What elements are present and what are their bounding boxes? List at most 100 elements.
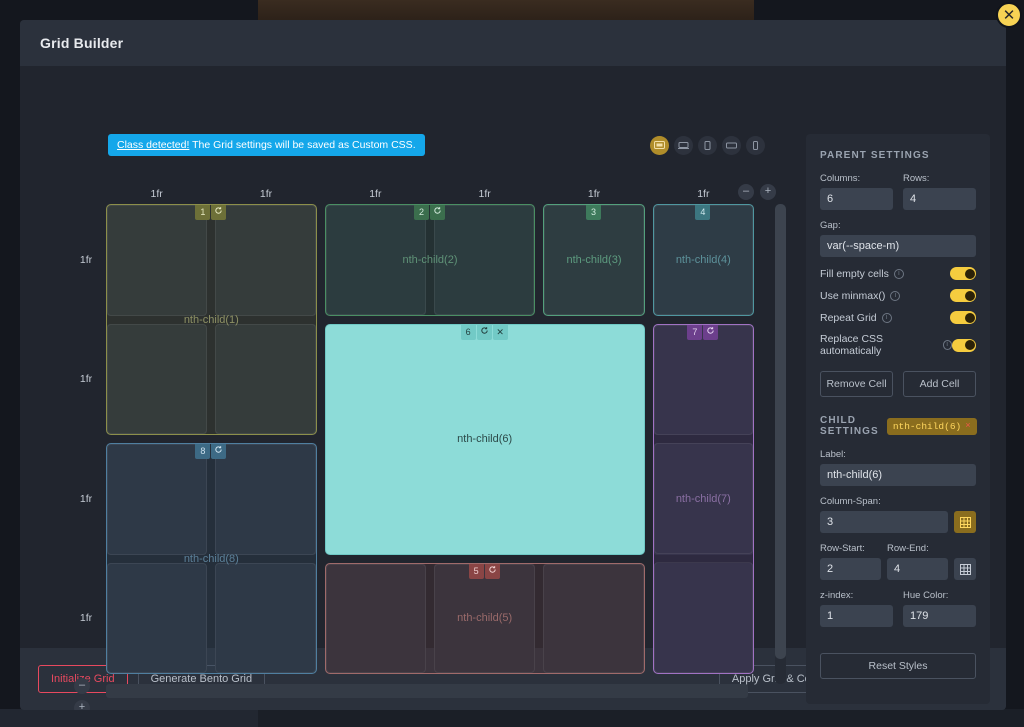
selected-child-chip[interactable]: nth-child(6) ×	[886, 417, 977, 435]
laptop-icon[interactable]	[674, 136, 693, 155]
row-range-grid-picker-icon[interactable]	[954, 558, 976, 580]
info-icon[interactable]: i	[942, 340, 952, 350]
hue-color-input[interactable]	[903, 605, 976, 627]
reset-styles-button[interactable]: Reset Styles	[820, 653, 976, 679]
cell-action-buttons: Remove Cell Add Cell	[820, 371, 976, 397]
horizontal-scrollbar[interactable]	[106, 684, 748, 698]
zindex-input[interactable]	[820, 605, 893, 627]
cell-reset-icon[interactable]	[211, 205, 227, 220]
column-track-label: 1fr	[587, 188, 601, 200]
grid-cell-2[interactable]: 2 nth-child(2)	[324, 204, 536, 316]
empty-grid-cell[interactable]	[652, 323, 754, 435]
remove-cell-button[interactable]: Remove Cell	[820, 371, 893, 397]
columns-field-group: Columns:	[820, 173, 893, 210]
device-breakpoint-bar	[650, 136, 765, 155]
parent-toggles: Fill empty cells i Use minmax() i Repeat Gri…	[820, 267, 976, 357]
empty-grid-cell[interactable]	[543, 204, 645, 316]
grid-builder-modal: Grid Builder Class detected! The Grid se…	[20, 20, 1006, 710]
backdrop-bottom-left-strip	[0, 709, 258, 727]
close-icon[interactable]: ✕	[996, 2, 1022, 28]
vertical-scrollbar-thumb[interactable]	[775, 204, 786, 659]
gap-field-group: Gap:	[820, 220, 976, 257]
empty-grid-cell[interactable]	[543, 562, 645, 674]
row-end-input[interactable]	[887, 558, 948, 580]
cell-index-badge: 1	[195, 205, 211, 220]
zindex-hue-row: z-index: Hue Color:	[820, 590, 976, 627]
empty-grid-cell[interactable]	[215, 204, 317, 316]
column-span-grid-picker-icon[interactable]	[954, 511, 976, 533]
grid-cell-8[interactable]: 8 nth-child(8)	[106, 443, 317, 674]
empty-grid-cell[interactable]	[106, 443, 208, 555]
toggle-row: Replace CSS automatically i	[820, 333, 976, 357]
columns-input[interactable]	[820, 188, 893, 210]
cell-badge: 8	[195, 444, 227, 459]
toggle-switch[interactable]	[950, 311, 976, 324]
add-cell-button[interactable]: Add Cell	[903, 371, 976, 397]
hue-color-label: Hue Color:	[903, 590, 949, 601]
notice-text: The Grid settings will be saved as Custo…	[189, 139, 416, 151]
desktop-icon[interactable]	[650, 136, 669, 155]
empty-grid-cell[interactable]	[324, 204, 426, 316]
grid-cell-3[interactable]: 3 nth-child(3)	[543, 204, 645, 316]
empty-grid-cell[interactable]	[324, 562, 426, 674]
row-track-label: 1fr	[79, 612, 93, 625]
empty-grid-cell[interactable]	[106, 562, 208, 674]
cell-reset-icon[interactable]	[484, 563, 500, 579]
vertical-scrollbar[interactable]	[775, 204, 786, 684]
deselect-child-icon[interactable]: ×	[965, 421, 971, 431]
toggle-label-group: Use minmax() i	[820, 290, 901, 302]
modal-header: Grid Builder	[20, 20, 1006, 66]
info-icon[interactable]: i	[881, 312, 892, 323]
remove-column-button[interactable]: –	[738, 184, 754, 200]
empty-grid-cell[interactable]	[434, 204, 536, 316]
rows-input[interactable]	[903, 188, 976, 210]
add-column-button[interactable]: +	[760, 184, 776, 200]
toggle-label-group: Replace CSS automatically i	[820, 333, 952, 357]
cell-close-icon[interactable]: ✕	[492, 324, 508, 340]
gap-input[interactable]	[820, 235, 976, 257]
grid-cell-5[interactable]: 5 nth-child(5)	[324, 562, 645, 674]
cell-badge: 3	[585, 205, 602, 220]
backdrop-bottom-strip	[258, 709, 1024, 727]
cell-badge: 5	[468, 563, 501, 579]
cell-index-badge: 6	[460, 324, 476, 340]
notice-link[interactable]: Class detected!	[117, 139, 190, 151]
empty-grid-cell[interactable]	[106, 204, 208, 316]
empty-grid-cell[interactable]	[434, 562, 536, 674]
grid-cell-1[interactable]: 1 nth-child(1)	[106, 204, 317, 435]
column-controls: – +	[738, 184, 776, 200]
column-span-input[interactable]	[820, 511, 948, 533]
empty-grid-cell[interactable]	[106, 323, 208, 435]
grid-cell-4[interactable]: 4 nth-child(4)	[652, 204, 754, 316]
tablet-landscape-icon[interactable]	[722, 136, 741, 155]
grid-cell-7[interactable]: 7 nth-child(7)	[652, 323, 754, 674]
mobile-icon[interactable]	[746, 136, 765, 155]
info-icon[interactable]: i	[893, 268, 904, 279]
info-icon[interactable]: i	[890, 290, 901, 301]
empty-grid-cell[interactable]	[652, 204, 754, 316]
row-start-input[interactable]	[820, 558, 881, 580]
empty-grid-cell[interactable]	[652, 443, 754, 555]
grid-editor-viewport: 1fr 1fr 1fr 1fr 1fr 1fr 1fr 1fr 1fr 1fr – + – + …	[68, 184, 776, 710]
child-label-label: Label:	[820, 449, 846, 460]
toggle-label: Replace CSS automatically	[820, 333, 884, 357]
empty-grid-cell[interactable]	[652, 562, 754, 674]
tablet-portrait-icon[interactable]	[698, 136, 717, 155]
empty-grid-cell[interactable]	[215, 562, 317, 674]
column-track-label: 1fr	[259, 188, 273, 200]
empty-grid-cell[interactable]	[215, 443, 317, 555]
toggle-switch[interactable]	[951, 338, 976, 352]
cell-reset-icon[interactable]	[703, 324, 719, 340]
child-label-input[interactable]	[820, 464, 976, 486]
cell-badge: 2	[413, 205, 446, 220]
cell-reset-icon[interactable]	[429, 205, 445, 220]
empty-grid-cell[interactable]	[215, 323, 317, 435]
add-row-button[interactable]: +	[74, 700, 90, 710]
toggle-switch[interactable]	[950, 267, 976, 280]
grid-cell-6[interactable]: 6 ✕ nth-child(6)	[324, 323, 645, 555]
cell-reset-icon[interactable]	[476, 324, 492, 340]
toggle-switch[interactable]	[950, 289, 976, 302]
remove-row-button[interactable]: –	[74, 678, 90, 694]
child-label-field-group: Label:	[820, 449, 976, 486]
cell-reset-icon[interactable]	[211, 444, 227, 459]
